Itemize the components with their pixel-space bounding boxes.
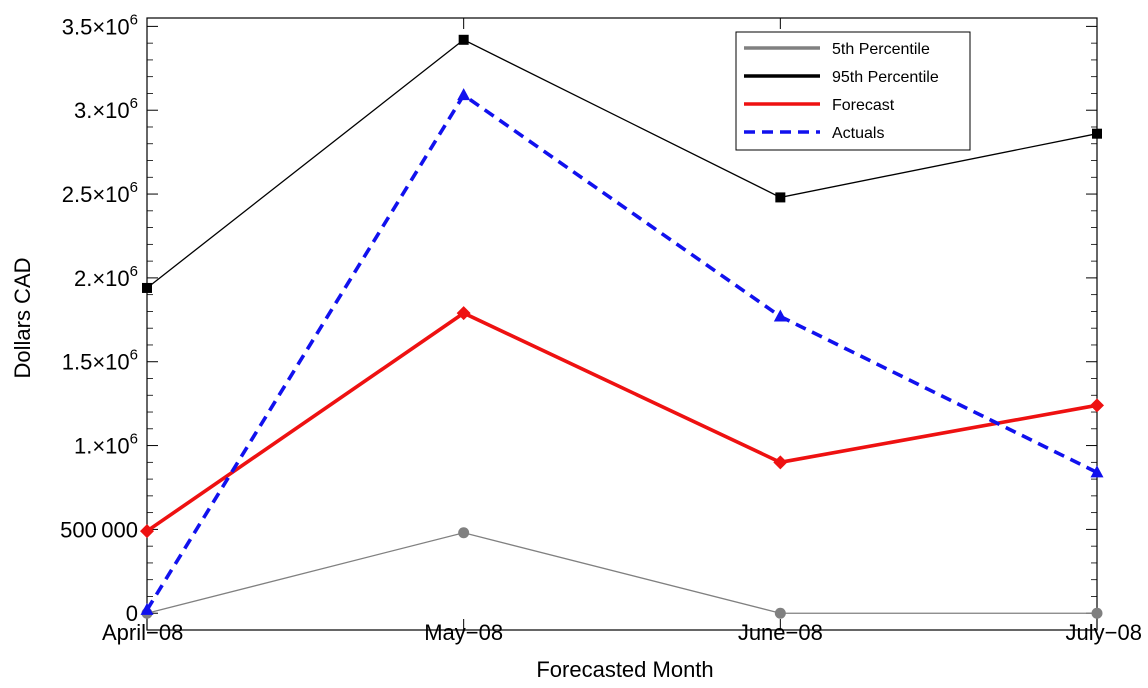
y-tick-label-exponent: 6	[130, 95, 138, 112]
y-tick-label-exponent: 6	[130, 347, 138, 364]
legend-label: Forecast	[832, 97, 895, 114]
series-95th-percentile	[142, 34, 1102, 293]
y-tick-label: 500 000	[60, 517, 138, 542]
y-tick-label-exponent: 6	[130, 179, 138, 196]
series-line	[145, 92, 1098, 611]
data-point	[1090, 398, 1104, 413]
data-point	[142, 282, 152, 293]
data-point	[1090, 465, 1104, 478]
data-point	[773, 455, 788, 470]
x-tick-label: April−08	[102, 620, 183, 645]
series-line	[146, 39, 1098, 289]
y-tick-label: 3.5×106	[62, 11, 138, 39]
y-tick-label: 2.×106	[74, 263, 138, 291]
data-point	[456, 306, 471, 321]
data-point	[774, 607, 786, 619]
legend-label: 5th Percentile	[832, 41, 930, 58]
legend: 5th Percentile 95th Percentile Forecast Act…	[735, 31, 971, 151]
series-forecast	[140, 306, 1104, 539]
data-point	[1092, 128, 1102, 139]
legend-label: Actuals	[832, 125, 884, 142]
series-line	[145, 311, 1098, 533]
series-actuals	[140, 88, 1104, 615]
plot-frame	[146, 17, 1098, 631]
data-point	[140, 524, 154, 539]
data-point	[775, 192, 786, 203]
y-tick-label: 2.5×106	[62, 179, 138, 207]
x-tick-label: June−08	[738, 620, 823, 645]
plot-area	[140, 34, 1104, 619]
data-point	[457, 88, 471, 101]
x-tick-label: May−08	[424, 620, 503, 645]
y-tick-label: 3.×106	[74, 95, 138, 123]
y-tick-label-base: 3.5×10	[62, 14, 130, 39]
data-point	[1091, 607, 1103, 619]
legend-label: 95th Percentile	[832, 69, 939, 86]
y-tick-label-exponent: 6	[130, 11, 138, 28]
y-tick-label-base: 1.5×10	[62, 350, 130, 375]
y-tick-label-base: 2.×10	[74, 266, 130, 291]
x-axis-title: Forecasted Month	[536, 657, 713, 682]
data-point	[140, 602, 154, 615]
data-point	[773, 309, 787, 322]
y-tick-label-exponent: 6	[130, 431, 138, 448]
series-line	[146, 532, 1097, 614]
y-tick-label-base: 3.×10	[74, 98, 130, 123]
y-tick-label-base: 1.×10	[74, 434, 130, 459]
data-point	[458, 527, 470, 539]
x-tick-label: July−08	[1066, 620, 1142, 645]
y-tick-label-exponent: 6	[130, 263, 138, 280]
y-tick-label: 0	[126, 601, 138, 626]
legend-box	[735, 31, 971, 151]
y-tick-label: 1.×106	[74, 431, 138, 459]
series-5th-percentile	[141, 527, 1103, 619]
y-axis-title: Dollars CAD	[10, 257, 35, 378]
y-tick-label: 1.5×106	[62, 347, 138, 375]
y-tick-label-base: 2.5×10	[62, 182, 130, 207]
data-point	[458, 34, 469, 45]
